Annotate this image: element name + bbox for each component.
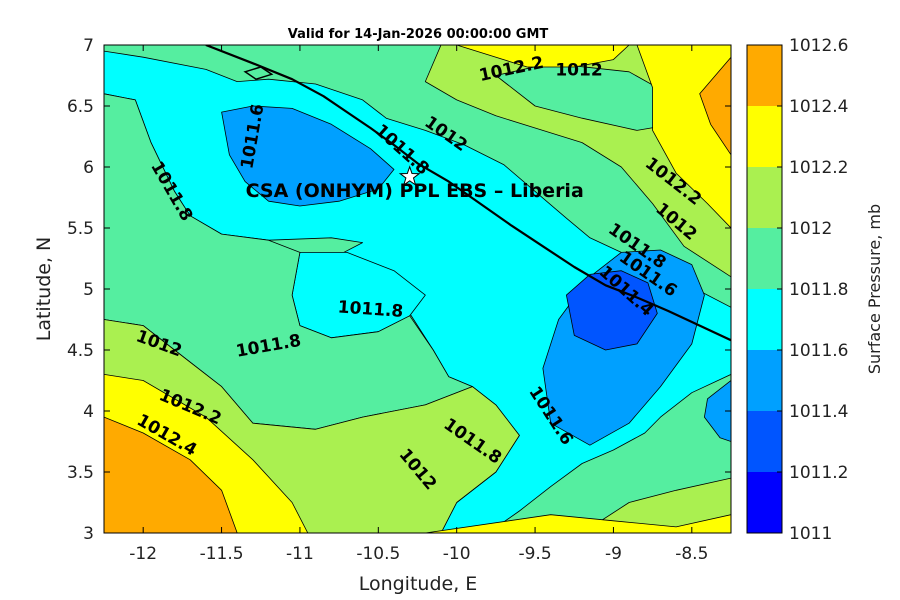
band-1012-southeast (581, 477, 731, 533)
band-1012-4-south (104, 416, 238, 533)
colorbar-swatch (747, 350, 782, 411)
x-tick-label: -9.5 (518, 544, 551, 564)
colorbar-label: Surface Pressure, mb (865, 204, 884, 374)
colorbar-tick-label: 1012.2 (789, 158, 848, 178)
coastline (205, 45, 731, 342)
colorbar: 1011 1011.2 1011.4 1011.6 1011.8 1012 1012.2 10… (746, 36, 848, 544)
y-axis-label: Latitude, N (33, 237, 55, 342)
band-1011-4-east (704, 380, 731, 442)
y-tick-label: 4 (83, 402, 94, 422)
y-tick-label: 6 (83, 158, 94, 178)
x-tick-label: -10.5 (356, 544, 400, 564)
contour-label: 1011.8 (337, 297, 404, 322)
y-tick-label: 3 (83, 524, 94, 544)
site-star-marker (398, 165, 421, 187)
x-tick-label: -11 (286, 544, 314, 564)
x-tick-label: -12 (129, 544, 157, 564)
contour-label: 1012 (555, 61, 602, 81)
x-tick-label: -8.5 (675, 544, 708, 564)
colorbar-swatch (747, 472, 782, 533)
y-tick-label: 4.5 (67, 341, 94, 361)
pressure-fill-layer (104, 45, 731, 533)
colorbar-tick-label: 1012 (789, 219, 832, 239)
site-annotation: CSA (ONHYM) PPL EBS – Liberia (246, 165, 584, 202)
x-axis-ticks: -12 -11.5 -11 -10.5 -10 -9.5 -9 -8.5 (129, 45, 708, 564)
colorbar-tick-label: 1011.4 (789, 402, 848, 422)
colorbar-tick-label: 1011.2 (789, 463, 848, 483)
colorbar-tick-label: 1011 (789, 524, 832, 544)
colorbar-swatch (747, 289, 782, 350)
band-1012-2-southeast (424, 514, 731, 533)
y-axis-ticks: 3 3.5 4 4.5 5 5.5 6 6.5 7 (67, 36, 731, 544)
colorbar-swatch (747, 228, 782, 289)
colorbar-swatch (747, 106, 782, 167)
x-axis-label: Longitude, E (359, 573, 478, 595)
x-tick-label: -10 (443, 544, 471, 564)
colorbar-tick-label: 1012.4 (789, 97, 848, 117)
x-tick-label: -9 (605, 544, 622, 564)
band-1012-2-north (456, 45, 630, 68)
y-tick-label: 5 (83, 280, 94, 300)
band-1012-4-east (699, 56, 731, 156)
colorbar-tick-label: 1012.6 (789, 36, 848, 56)
colorbar-swatch (747, 45, 782, 106)
y-tick-label: 6.5 (67, 97, 94, 117)
colorbar-tick-label: 1011.6 (789, 341, 848, 361)
site-label: CSA (ONHYM) PPL EBS – Liberia (246, 180, 584, 202)
colorbar-swatch (747, 167, 782, 228)
colorbar-swatch (747, 411, 782, 472)
coastline-layer (205, 45, 731, 342)
chart-title: Valid for 14-Jan-2026 00:00:00 GMT (288, 27, 549, 42)
x-tick-label: -11.5 (200, 544, 244, 564)
island-outline (243, 66, 274, 81)
y-tick-label: 5.5 (67, 219, 94, 239)
y-tick-label: 3.5 (67, 463, 94, 483)
plot-area (104, 45, 731, 533)
colorbar-tick-label: 1011.8 (789, 280, 848, 300)
band-1011-2-low (566, 270, 658, 351)
y-tick-label: 7 (83, 36, 94, 56)
band-1011-4-sierra (221, 105, 395, 207)
